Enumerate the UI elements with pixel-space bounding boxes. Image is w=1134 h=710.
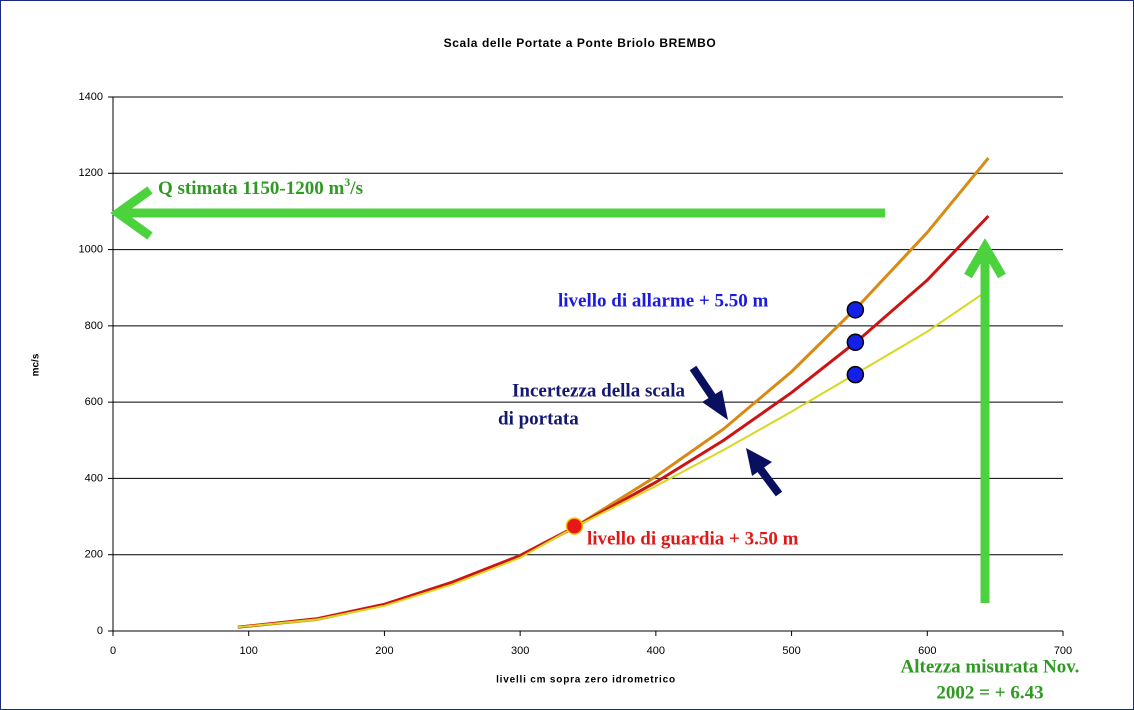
annotation: di portata bbox=[498, 408, 579, 429]
y-tick-label: 200 bbox=[85, 549, 103, 561]
series-line bbox=[237, 289, 989, 629]
annotation: Altezza misurata Nov. bbox=[901, 656, 1080, 677]
x-tick-label: 0 bbox=[110, 645, 116, 657]
annotation: Incertezza della scala bbox=[512, 380, 686, 401]
y-tick-label: 800 bbox=[85, 320, 103, 332]
annotation: Q stimata 1150-1200 m3/s bbox=[158, 175, 363, 200]
arrow-head bbox=[746, 448, 772, 476]
y-tick-label: 600 bbox=[85, 396, 103, 408]
marker-point bbox=[846, 365, 865, 384]
annotation-sup: 3 bbox=[344, 175, 350, 189]
annotation-text: /s bbox=[349, 178, 363, 199]
marker-point bbox=[846, 301, 865, 319]
arrow-head bbox=[110, 186, 153, 240]
x-tick-label: 700 bbox=[1054, 645, 1072, 657]
annotations: Q stimata 1150-1200 m3/s livello di alla… bbox=[110, 175, 1080, 703]
y-tick-label: 1400 bbox=[79, 91, 103, 103]
marker-point bbox=[846, 333, 865, 352]
y-axis-label: mc/s bbox=[31, 353, 42, 376]
y-tick-label: 0 bbox=[97, 625, 103, 637]
x-tick-label: 200 bbox=[375, 645, 393, 657]
annotation: livello di guardia + 3.50 m bbox=[587, 528, 799, 549]
annotation-text: Q stimata 1150-1200 m bbox=[158, 178, 344, 199]
x-tick-label: 600 bbox=[918, 645, 936, 657]
x-tick-label: 100 bbox=[240, 645, 258, 657]
y-tick-label: 400 bbox=[85, 472, 103, 484]
plot-area: 0 200 400 600 800 1000 1200 1400 0 100 200 300 400 50… bbox=[79, 91, 1073, 657]
chart-title: Scala delle Portate a Ponte Briolo BREMB… bbox=[444, 36, 717, 50]
x-tick-label: 300 bbox=[511, 645, 529, 657]
annotation: 2002 = + 6.43 bbox=[936, 682, 1043, 703]
marker-point bbox=[565, 517, 584, 535]
arrow-head bbox=[964, 238, 1006, 279]
arrow-shaft bbox=[754, 463, 783, 497]
x-tick-label: 400 bbox=[647, 645, 665, 657]
y-tick-label: 1200 bbox=[79, 167, 103, 179]
y-tick-label: 1000 bbox=[79, 243, 103, 255]
x-axis-label: livelli cm sopra zero idrometrico bbox=[496, 675, 676, 686]
annotation: livello di allarme + 5.50 m bbox=[558, 290, 768, 311]
arrow-head bbox=[702, 390, 728, 420]
x-tick-label: 500 bbox=[782, 645, 800, 657]
series-line bbox=[237, 214, 990, 629]
